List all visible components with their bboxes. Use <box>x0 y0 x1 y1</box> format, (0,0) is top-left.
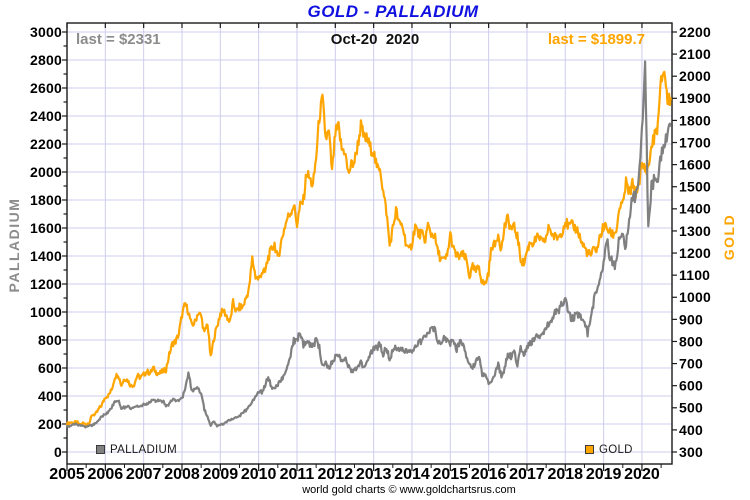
x-axis-tick-label: 2011 <box>280 466 315 483</box>
left-axis-tick-label: 800 <box>38 332 62 348</box>
left-axis-tick-label: 2800 <box>30 52 62 68</box>
right-axis-tick-label: 1000 <box>679 289 711 305</box>
x-axis-tick-label: 2016 <box>471 466 507 483</box>
right-axis-tick-label: 600 <box>679 378 703 394</box>
palladium-line <box>65 60 672 429</box>
left-axis-tick-label: 3000 <box>30 24 62 40</box>
legend-palladium: PALLADIUM <box>96 443 178 456</box>
right-axis-tick-label: 1900 <box>679 90 711 106</box>
left-axis-tick-label: 1800 <box>30 192 62 208</box>
palladium-swatch <box>96 445 105 454</box>
palladium-last-annotation: last = $2331 <box>76 31 161 48</box>
right-axis-tick-label: 900 <box>679 311 703 327</box>
x-axis-tick-label: 2010 <box>241 466 277 483</box>
right-axis-tick-label: 2200 <box>679 24 711 40</box>
left-axis-tick-label: 0 <box>54 444 62 460</box>
right-axis-tick-label: 800 <box>679 333 703 349</box>
legend-gold: GOLD <box>585 443 633 456</box>
left-axis-tick-label: 600 <box>38 360 62 376</box>
x-axis-tick-label: 2006 <box>88 466 124 483</box>
gold-swatch <box>585 445 594 454</box>
right-axis-title: GOLD <box>721 213 737 261</box>
date-annotation: Oct-20 2020 <box>330 31 420 48</box>
left-axis-tick-label: 1600 <box>30 220 62 236</box>
x-axis-tick-label: 2005 <box>49 466 85 483</box>
left-axis-tick-label: 400 <box>38 388 62 404</box>
right-axis-tick-label: 700 <box>679 355 703 371</box>
right-axis-tick-label: 2100 <box>679 46 711 62</box>
left-axis-tick-label: 2600 <box>30 80 62 96</box>
right-axis-tick-label: 1300 <box>679 223 711 239</box>
left-axis-title: PALLADIUM <box>6 197 22 293</box>
footer-credit: world gold charts © www.goldchartsrus.co… <box>302 484 516 496</box>
x-axis-tick-label: 2007 <box>126 466 162 483</box>
x-axis-tick-label: 2015 <box>433 466 469 483</box>
gold-last-annotation: last = $1899.7 <box>547 31 645 48</box>
x-axis-tick-label: 2014 <box>394 466 430 483</box>
right-axis-tick-label: 400 <box>679 422 703 438</box>
left-axis-tick-label: 1200 <box>30 276 62 292</box>
chart-title: GOLD - PALLADIUM <box>307 2 479 21</box>
x-axis-tick-label: 2018 <box>547 466 583 483</box>
left-axis-tick-label: 2200 <box>30 136 62 152</box>
x-axis-tick-label: 2020 <box>624 466 660 483</box>
x-axis-tick-label: 2012 <box>318 466 354 483</box>
x-axis-tick-label: 2019 <box>586 466 622 483</box>
legend-gold-label: GOLD <box>599 443 633 456</box>
x-axis-tick-label: 2009 <box>203 466 239 483</box>
right-axis-tick-label: 1700 <box>679 134 711 150</box>
left-axis-tick-label: 2000 <box>30 164 62 180</box>
right-axis-tick-label: 500 <box>679 400 703 416</box>
right-axis-tick-label: 1200 <box>679 245 711 261</box>
left-axis-tick-label: 2400 <box>30 108 62 124</box>
right-axis-tick-label: 1600 <box>679 157 711 173</box>
left-axis-tick-label: 1000 <box>30 304 62 320</box>
right-axis-tick-label: 2000 <box>679 68 711 84</box>
left-axis-tick-label: 1400 <box>30 248 62 264</box>
plot-border <box>66 22 673 465</box>
legend-palladium-label: PALLADIUM <box>110 443 178 456</box>
x-axis-tick-label: 2017 <box>509 466 545 483</box>
right-axis-tick-label: 300 <box>679 444 703 460</box>
x-axis-tick-label: 2008 <box>164 466 200 483</box>
right-axis-tick-label: 1800 <box>679 112 711 128</box>
right-axis-tick-label: 1100 <box>679 267 710 283</box>
right-axis-tick-label: 1400 <box>679 201 711 217</box>
left-axis-tick-label: 200 <box>38 416 62 432</box>
gold-line <box>65 70 672 427</box>
right-axis-tick-label: 1500 <box>679 179 711 195</box>
x-axis-tick-label: 2013 <box>356 466 392 483</box>
